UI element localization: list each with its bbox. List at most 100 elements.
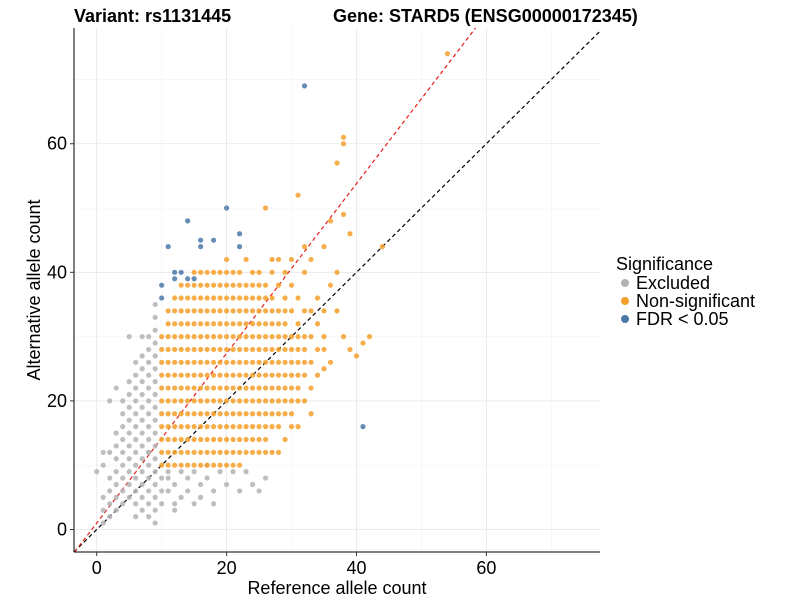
- scatter-point: [178, 398, 184, 404]
- scatter-point: [191, 282, 197, 288]
- scatter-point: [230, 469, 236, 475]
- scatter-point: [185, 372, 191, 378]
- scatter-point: [282, 372, 288, 378]
- y-tick-label: 20: [47, 391, 67, 411]
- scatter-point: [256, 449, 262, 455]
- scatter-point: [204, 321, 210, 327]
- scatter-point: [204, 269, 210, 275]
- scatter-point: [198, 462, 204, 468]
- scatter-point: [262, 295, 269, 301]
- legend-swatch: [621, 297, 629, 305]
- scatter-point: [249, 295, 256, 301]
- scatter-point: [211, 424, 217, 430]
- scatter-point: [236, 462, 243, 468]
- scatter-point: [236, 321, 243, 327]
- scatter-point: [334, 269, 340, 275]
- scatter-point: [139, 334, 145, 340]
- scatter-point: [185, 282, 191, 288]
- scatter-point: [133, 514, 139, 520]
- scatter-point: [113, 385, 119, 391]
- scatter-point: [159, 359, 165, 365]
- scatter-point: [146, 501, 152, 507]
- scatter-point: [204, 398, 210, 404]
- scatter-point: [236, 398, 243, 404]
- scatter-point: [211, 411, 217, 417]
- scatter-point: [217, 359, 223, 365]
- scatter-point: [159, 436, 165, 443]
- scatter-point: [230, 436, 236, 443]
- scatter-point: [178, 424, 184, 430]
- scatter-point: [126, 379, 132, 385]
- scatter-point: [243, 334, 249, 340]
- scatter-point: [308, 308, 314, 314]
- scatter-point: [282, 346, 288, 353]
- scatter-point: [113, 507, 119, 513]
- scatter-point: [152, 327, 158, 333]
- scatter-point: [178, 269, 184, 275]
- scatter-point: [262, 205, 269, 211]
- legend-label: FDR < 0.05: [636, 309, 729, 329]
- scatter-point: [230, 424, 236, 430]
- scatter-point: [230, 372, 236, 378]
- scatter-point: [379, 244, 386, 250]
- scatter-point: [301, 83, 308, 89]
- scatter-point: [243, 359, 249, 365]
- scatter-point: [275, 411, 282, 417]
- scatter-point: [224, 334, 230, 340]
- scatter-point: [185, 218, 191, 224]
- scatter-point: [204, 359, 210, 365]
- scatter-point: [159, 385, 165, 391]
- scatter-point: [146, 449, 152, 455]
- scatter-point: [133, 398, 139, 404]
- scatter-point: [236, 244, 243, 250]
- scatter-point: [230, 308, 236, 314]
- scatter-point: [107, 488, 113, 494]
- scatter-point: [191, 334, 197, 340]
- scatter-point: [262, 282, 269, 288]
- scatter-point: [217, 321, 223, 327]
- scatter-point: [211, 398, 217, 404]
- scatter-point: [178, 494, 184, 500]
- scatter-point: [256, 308, 262, 314]
- scatter-point: [243, 256, 249, 263]
- scatter-point: [230, 462, 236, 468]
- scatter-point: [152, 443, 158, 449]
- scatter-point: [185, 346, 191, 353]
- scatter-point: [262, 334, 269, 340]
- scatter-point: [275, 334, 282, 340]
- scatter-point: [152, 314, 158, 320]
- legend-title: Significance: [616, 254, 713, 274]
- scatter-point: [301, 359, 308, 365]
- scatter-point: [243, 321, 249, 327]
- scatter-point: [198, 282, 204, 288]
- scatter-point: [275, 359, 282, 365]
- scatter-point: [269, 359, 275, 365]
- scatter-point: [191, 398, 197, 404]
- scatter-point: [321, 366, 327, 372]
- scatter-point: [224, 449, 230, 455]
- scatter-point: [256, 282, 262, 288]
- scatter-point: [217, 424, 223, 430]
- scatter-point: [172, 436, 178, 443]
- scatter-point: [288, 398, 295, 404]
- scatter-point: [191, 269, 197, 275]
- scatter-point: [275, 346, 282, 353]
- scatter-point: [191, 308, 197, 314]
- scatter-point: [185, 308, 191, 314]
- scatter-point: [172, 449, 178, 455]
- scatter-point: [211, 321, 217, 327]
- scatter-point: [165, 475, 171, 481]
- scatter-point: [288, 256, 295, 263]
- scatter-point: [165, 488, 171, 494]
- scatter-point: [152, 469, 158, 475]
- scatter-point: [211, 359, 217, 365]
- scatter-point: [146, 436, 152, 443]
- scatter-point: [224, 282, 230, 288]
- scatter-point: [139, 404, 145, 410]
- scatter-point: [172, 372, 178, 378]
- scatter-point: [204, 475, 210, 481]
- scatter-point: [295, 385, 301, 391]
- scatter-point: [100, 507, 106, 513]
- scatter-point: [133, 385, 139, 391]
